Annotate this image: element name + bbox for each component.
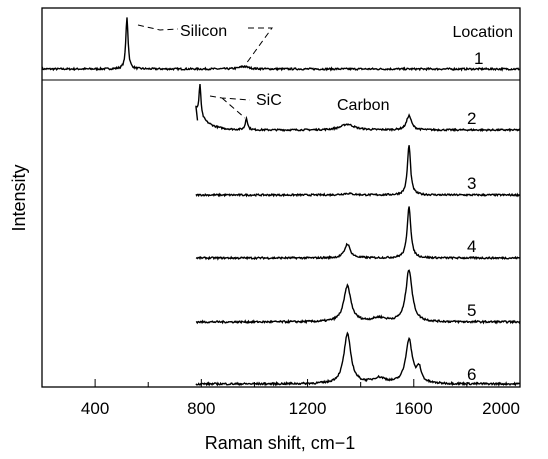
- silicon-leader-line-2: [242, 27, 273, 69]
- annotation-silicon: Silicon: [180, 23, 227, 40]
- location-labels: 1 2 3 4 5 6: [467, 49, 483, 384]
- silicon-leader-line: [137, 24, 179, 31]
- plot-frame: [41, 7, 521, 388]
- annotation-sic: SiC: [256, 92, 282, 109]
- x-tick-label-800: 800: [187, 399, 215, 418]
- y-axis-label: Intensity: [9, 164, 29, 231]
- location-label-5: 5: [467, 301, 476, 320]
- legend-header: Location: [453, 24, 514, 41]
- location-label-6: 6: [467, 365, 476, 384]
- x-axis-label: Raman shift, cm−1: [205, 433, 356, 453]
- spectrum-line-location-4: [195, 206, 521, 261]
- spectrum-line-location-3: [195, 145, 521, 198]
- spectrum-line-location-1: [41, 17, 521, 72]
- location-label-1: 1: [474, 49, 483, 68]
- location-label-4: 4: [467, 237, 476, 256]
- location-label-3: 3: [467, 174, 476, 193]
- x-tick-label-2000: 2000: [482, 399, 520, 418]
- location-label-2: 2: [467, 109, 476, 128]
- x-axis-tick-labels: 400 800 1200 1600 2000: [81, 399, 520, 418]
- spectrum-line-location-2: [195, 84, 521, 133]
- spectrum-line-location-5: [195, 269, 521, 325]
- x-tick-label-400: 400: [81, 399, 109, 418]
- x-tick-label-1600: 1600: [395, 399, 433, 418]
- x-tick-label-1200: 1200: [289, 399, 327, 418]
- spectra-series: [41, 17, 521, 387]
- spectrum-line-location-6: [195, 331, 521, 387]
- annotation-carbon: Carbon: [337, 97, 389, 114]
- sic-leader-line: [209, 95, 251, 119]
